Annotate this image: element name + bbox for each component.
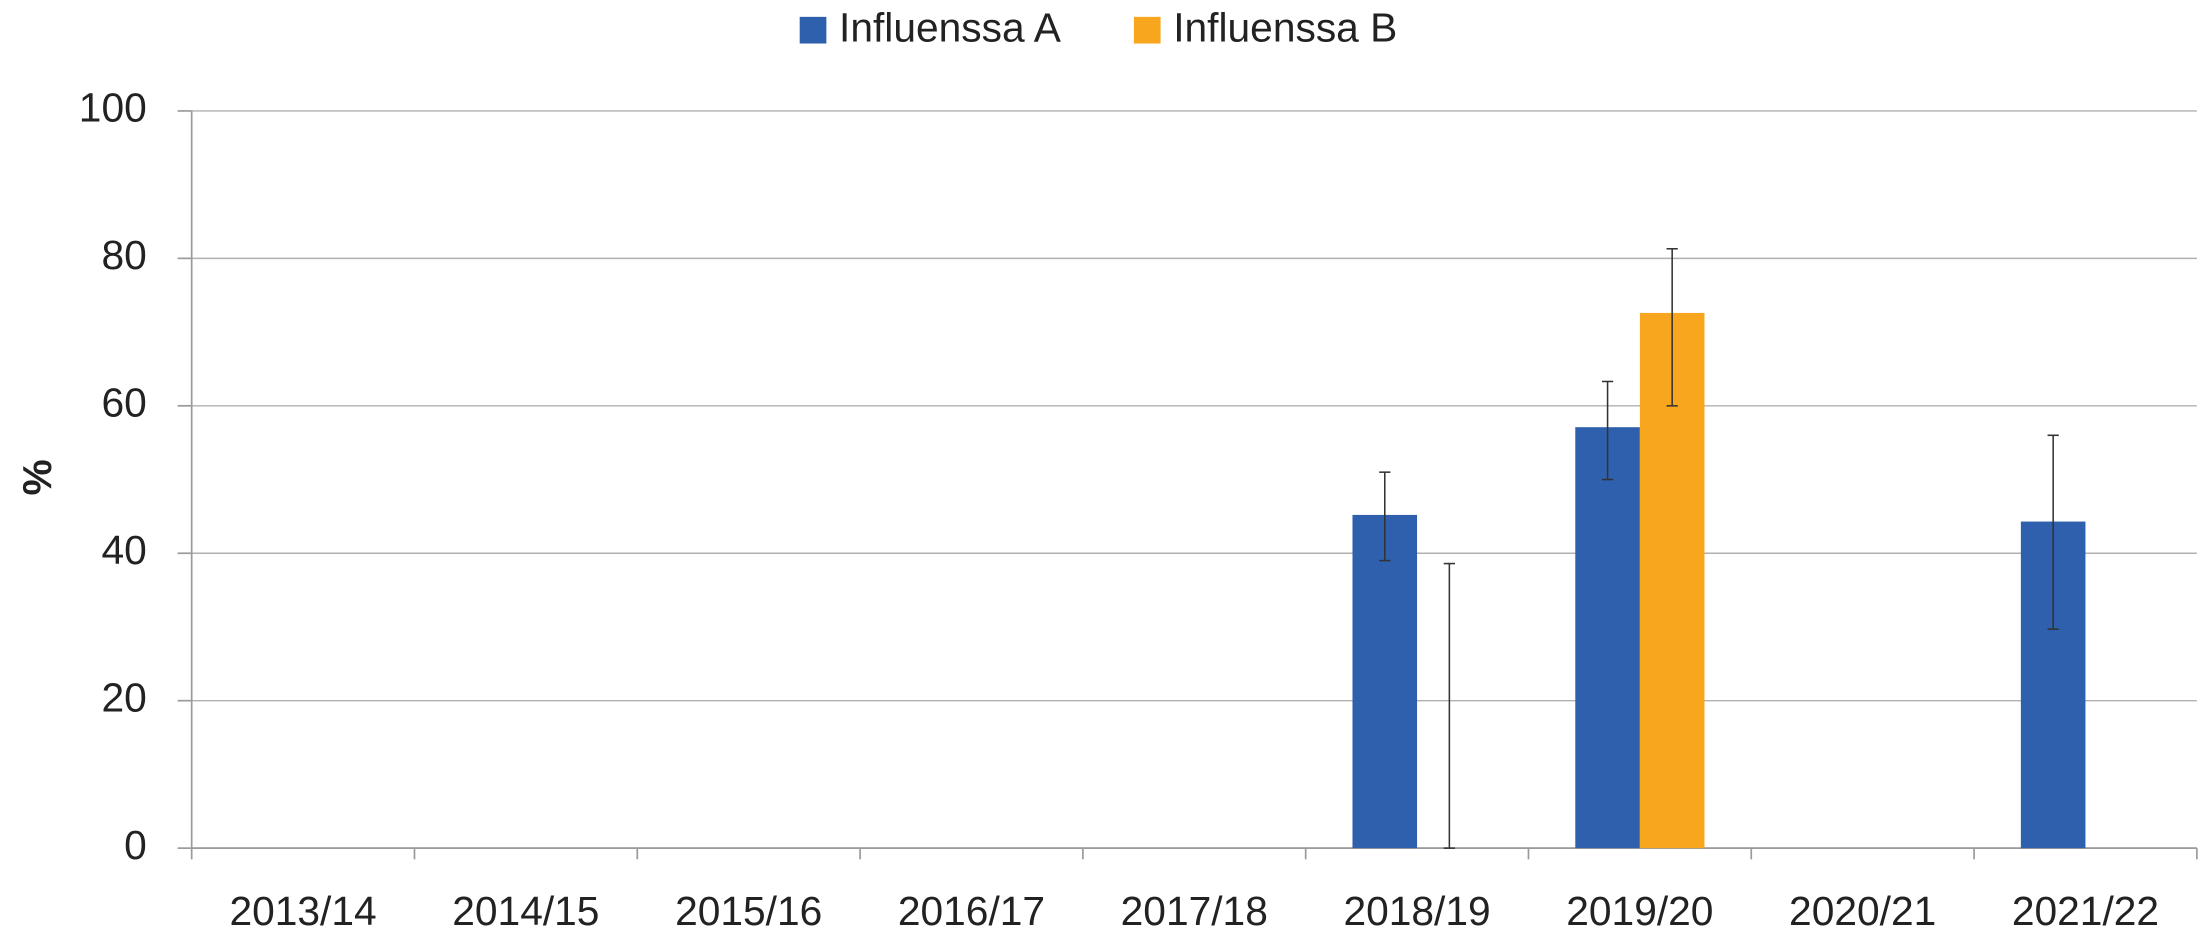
x-tick-label: 2021/22 — [2012, 888, 2159, 934]
x-tick-label: 2017/18 — [1121, 888, 1268, 934]
legend-swatch — [799, 16, 827, 44]
x-tick-label: 2015/16 — [675, 888, 822, 934]
x-tick-label: 2019/20 — [1566, 888, 1713, 934]
y-tick-label: 80 — [101, 232, 146, 278]
error-bar — [1443, 562, 1455, 849]
legend-label: Influenssa A — [839, 5, 1062, 51]
error-bar — [2047, 434, 2059, 630]
x-tick-label: 2013/14 — [229, 888, 376, 934]
legend-label: Influenssa B — [1173, 5, 1397, 51]
error-bar — [1666, 248, 1678, 407]
x-tick-label: 2014/15 — [452, 888, 599, 934]
x-tick-label: 2020/21 — [1789, 888, 1936, 934]
x-tick-label: 2016/17 — [898, 888, 1045, 934]
y-tick-label: 60 — [101, 380, 146, 426]
y-tick-label: 40 — [101, 527, 146, 573]
y-axis-label: % — [14, 459, 60, 495]
bar — [1352, 514, 1418, 849]
y-tick-label: 100 — [79, 85, 147, 131]
x-tick-label: 2018/19 — [1343, 888, 1490, 934]
error-bar — [1379, 471, 1391, 562]
error-bar — [1601, 380, 1614, 481]
legend-swatch — [1133, 16, 1161, 44]
bar — [1575, 427, 1640, 849]
y-tick-label: 0 — [124, 822, 147, 868]
y-tick-label: 20 — [101, 674, 146, 720]
